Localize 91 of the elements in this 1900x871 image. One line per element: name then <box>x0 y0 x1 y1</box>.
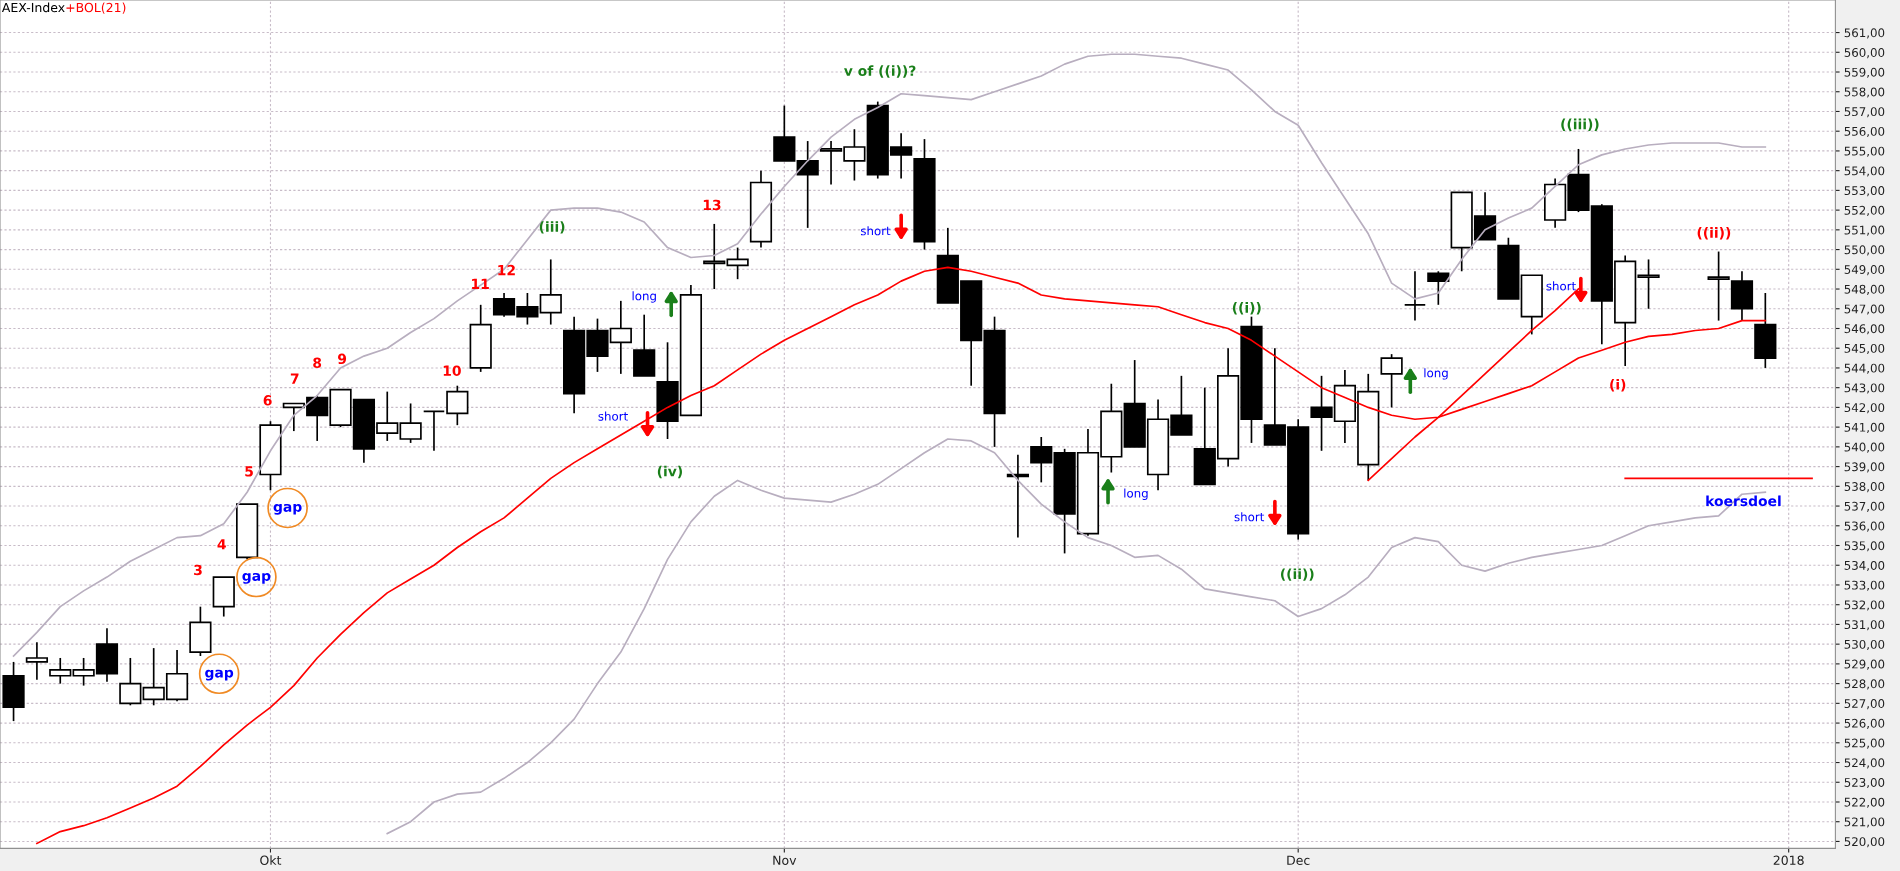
annotation: 8 <box>313 357 322 369</box>
annotation: long <box>632 291 656 303</box>
candlestick <box>773 104 796 162</box>
y-tick-label: 535,00 <box>1844 541 1885 552</box>
candlestick <box>422 410 446 452</box>
y-tick-label: 536,00 <box>1844 521 1885 532</box>
candlestick <box>49 657 72 685</box>
y-tick-label: 555,00 <box>1844 146 1885 157</box>
annotation: 12 <box>498 264 515 276</box>
y-tick-label: 532,00 <box>1844 600 1885 611</box>
y-tick-label: 523,00 <box>1844 777 1885 789</box>
y-tick-label: 534,00 <box>1844 560 1885 572</box>
annotation: 4 <box>217 539 226 550</box>
annotation: 7 <box>290 373 299 384</box>
y-tick-label: 522,00 <box>1844 797 1885 808</box>
y-tick-label: 558,00 <box>1844 87 1885 98</box>
annotation: gap <box>273 503 302 515</box>
annotation: 5 <box>245 466 253 477</box>
annotation: v of ((i))? <box>844 65 916 78</box>
annotation: 10 <box>443 365 461 376</box>
y-tick-label: 554,00 <box>1844 166 1885 177</box>
candlestick <box>119 657 142 707</box>
y-tick-label: 521,00 <box>1844 817 1885 828</box>
y-tick-label: 552,00 <box>1844 205 1885 216</box>
y-tick-label: 520,00 <box>1844 837 1885 848</box>
y-tick-label: 561,00 <box>1844 28 1885 39</box>
x-tick-label: Nov <box>773 855 797 865</box>
y-tick-label: 525,00 <box>1844 738 1885 749</box>
y-tick-label: 560,00 <box>1844 48 1885 59</box>
candlestick <box>1707 250 1730 322</box>
annotation: gap <box>205 669 234 681</box>
candlestick <box>1403 270 1427 322</box>
y-tick-label: 524,00 <box>1844 758 1885 769</box>
y-tick-label: 529,00 <box>1844 659 1885 670</box>
y-tick-label: 556,00 <box>1844 126 1885 138</box>
annotation: ((ii)) <box>1281 568 1314 581</box>
annotation: (iii) <box>539 221 565 234</box>
y-tick-label: 544,00 <box>1844 363 1885 374</box>
y-tick-label: 527,00 <box>1844 699 1885 710</box>
y-tick-label: 537,00 <box>1844 501 1885 512</box>
y-tick-label: 541,00 <box>1844 422 1885 433</box>
chart-title: AEX-Index <box>1 2 65 13</box>
x-tick-label: Okt <box>260 855 282 865</box>
y-tick-label: 549,00 <box>1844 265 1885 276</box>
annotation: ((i)) <box>1232 302 1261 315</box>
annotation: short <box>1546 281 1576 291</box>
y-tick-label: 546,00 <box>1844 324 1885 335</box>
y-tick-label: 542,00 <box>1844 403 1885 414</box>
candlestick <box>1030 436 1053 484</box>
x-tick-label: 2018 <box>1773 855 1804 865</box>
annotation: (i) <box>1610 379 1626 392</box>
y-tick-label: 540,00 <box>1844 442 1885 453</box>
annotation: 3 <box>194 564 202 576</box>
annotation: 13 <box>703 199 721 211</box>
annotation: short <box>598 411 628 421</box>
annotation: ((ii)) <box>1697 227 1731 240</box>
annotation: 6 <box>263 395 272 406</box>
y-tick-label: 533,00 <box>1844 580 1885 591</box>
x-tick-label: Dec <box>1287 855 1310 865</box>
y-tick-label: 559,00 <box>1844 67 1885 78</box>
y-tick-label: 551,00 <box>1844 225 1885 236</box>
candlestick <box>399 402 422 444</box>
y-tick-label: 538,00 <box>1844 482 1885 493</box>
y-tick-label: 547,00 <box>1844 304 1885 315</box>
annotation: 9 <box>338 353 347 365</box>
annotation: 11 <box>472 278 489 289</box>
annotation: (iv) <box>657 465 682 479</box>
y-tick-label: 543,00 <box>1844 383 1885 394</box>
y-tick-label: 539,00 <box>1844 462 1885 473</box>
annotation: short <box>860 226 891 236</box>
annotation: long <box>1424 368 1448 380</box>
candlestick <box>726 246 749 281</box>
y-tick-label: 557,00 <box>1844 107 1885 118</box>
text: +BOL(21) <box>66 2 126 14</box>
candlestick <box>1427 270 1450 306</box>
candlestick <box>446 384 469 426</box>
y-tick-label: 530,00 <box>1844 639 1885 651</box>
candlestick <box>1380 353 1403 409</box>
y-tick-label: 531,00 <box>1844 620 1885 631</box>
annotation: long <box>1124 488 1148 500</box>
y-tick-label: 528,00 <box>1844 679 1885 690</box>
y-tick-label: 526,00 <box>1844 718 1885 729</box>
y-tick-label: 550,00 <box>1844 245 1885 256</box>
annotation: gap <box>242 573 271 584</box>
annotation: ((iii)) <box>1561 118 1599 131</box>
y-tick-label: 545,00 <box>1844 343 1885 355</box>
annotation: short <box>1234 512 1265 522</box>
candlestick <box>25 641 49 681</box>
annotation: koersdoel <box>1706 495 1781 507</box>
y-tick-label: 548,00 <box>1844 284 1885 295</box>
y-tick-label: 553,00 <box>1844 186 1885 197</box>
